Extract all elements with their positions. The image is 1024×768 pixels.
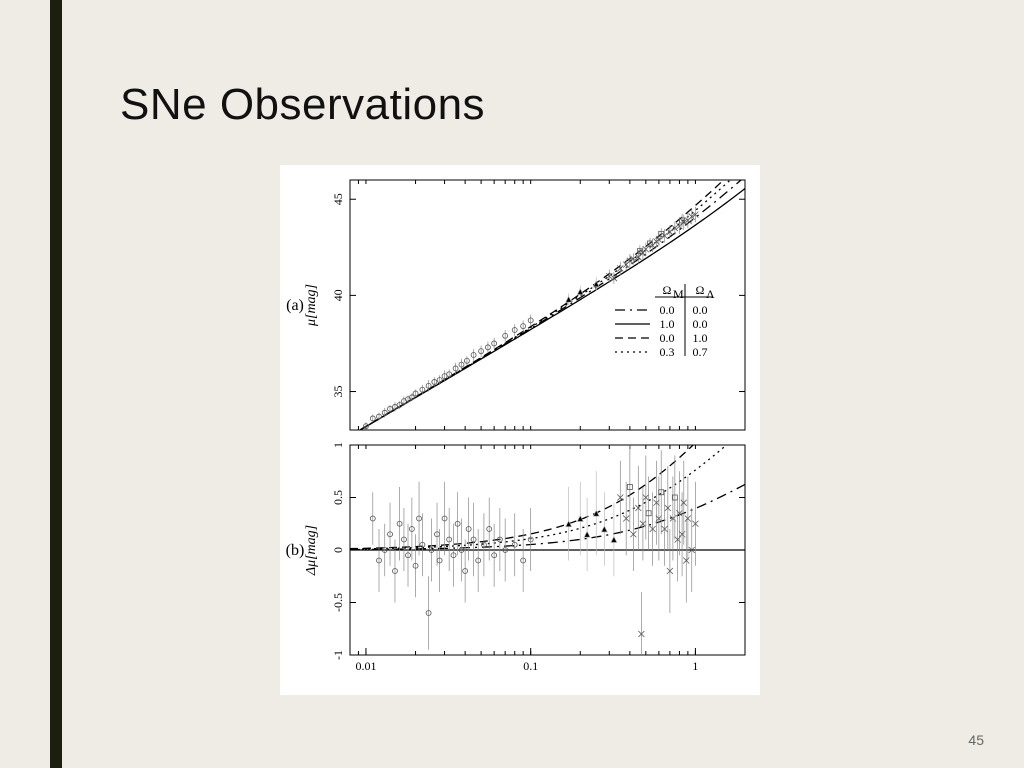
svg-text:(a): (a) <box>286 297 304 314</box>
svg-text:1: 1 <box>692 659 698 673</box>
svg-text:-0.5: -0.5 <box>331 593 345 612</box>
svg-text:0.01: 0.01 <box>355 659 376 673</box>
svg-text:0.3: 0.3 <box>660 345 675 359</box>
accent-bar <box>50 0 62 768</box>
svg-text:0.5: 0.5 <box>331 490 345 505</box>
svg-text:Ω: Ω <box>663 283 672 297</box>
svg-text:-1: -1 <box>331 650 345 660</box>
svg-text:M: M <box>673 287 684 301</box>
svg-text:35: 35 <box>331 386 345 398</box>
svg-text:0.0: 0.0 <box>693 317 708 331</box>
svg-text:(b): (b) <box>286 542 305 559</box>
figure-container: 0.01 0.1 1 35 40 45 -1 -0.5 0 0.5 1 μ[mag] Δμ[mag] (a… <box>280 165 760 695</box>
svg-text:0.0: 0.0 <box>660 331 675 345</box>
svg-text:0.0: 0.0 <box>660 303 675 317</box>
svg-text:1.0: 1.0 <box>660 317 675 331</box>
svg-text:1.0: 1.0 <box>693 331 708 345</box>
svg-text:40: 40 <box>331 289 345 301</box>
svg-text:Δμ[mag]: Δμ[mag] <box>304 525 319 576</box>
svg-text:0.0: 0.0 <box>693 303 708 317</box>
svg-text:0.1: 0.1 <box>523 659 538 673</box>
svg-text:μ[mag]: μ[mag] <box>304 284 319 327</box>
slide-title: SNe Observations <box>120 80 485 130</box>
slide: SNe Observations 45 0.010.11354045-1-0.5… <box>0 0 1024 768</box>
svg-text:45: 45 <box>331 193 345 205</box>
hubble-diagram-svg: 0.01 0.1 1 35 40 45 -1 -0.5 0 0.5 1 μ[mag] Δμ[mag] (a… <box>280 165 760 695</box>
svg-text:1: 1 <box>331 442 345 448</box>
page-number: 45 <box>968 732 984 748</box>
svg-text:Λ: Λ <box>706 287 715 301</box>
svg-text:Ω: Ω <box>696 283 705 297</box>
svg-text:0: 0 <box>331 547 345 553</box>
svg-text:0.7: 0.7 <box>693 345 708 359</box>
